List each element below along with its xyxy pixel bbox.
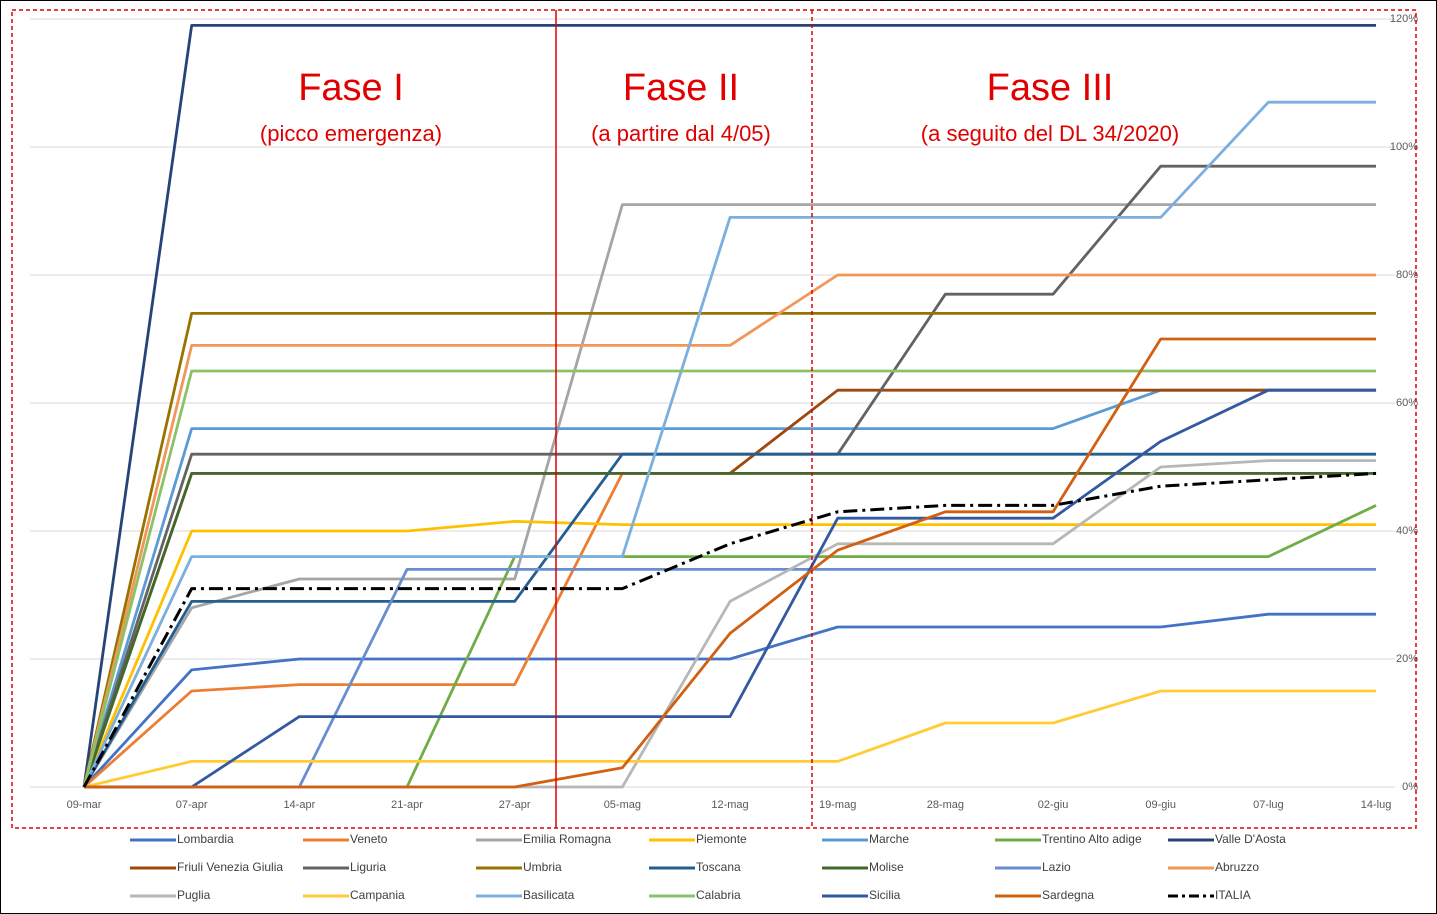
legend-label: Piemonte: [696, 832, 747, 846]
series-line: [82, 388, 1377, 788]
legend-label: Valle D'Aosta: [1215, 832, 1286, 846]
series-line: [82, 612, 1377, 788]
series-line: [82, 312, 1377, 788]
legend-label: Sardegna: [1042, 888, 1094, 902]
series-line: [84, 388, 1377, 789]
legend-label: Umbria: [523, 860, 562, 874]
x-tick-label: 14-apr: [283, 799, 315, 811]
legend-label: Emilia Romagna: [523, 832, 611, 846]
series-line: [82, 164, 1377, 788]
legend-label: Marche: [869, 832, 909, 846]
x-tick-label: 09-mar: [67, 799, 102, 811]
legend-label: Calabria: [696, 888, 741, 902]
annotation: Fase III: [987, 67, 1114, 109]
y-tick-label: 80%: [1396, 269, 1418, 281]
y-tick-label: 60%: [1396, 397, 1418, 409]
x-tick-label: 09-giu: [1145, 799, 1176, 811]
x-tick-label: 28-mag: [927, 799, 964, 811]
x-tick-label: 27-apr: [499, 799, 531, 811]
x-tick-label: 12-mag: [711, 799, 748, 811]
series-line: [82, 452, 1377, 788]
annotation: (a partire dal 4/05): [591, 121, 771, 146]
series-line: [82, 273, 1377, 788]
legend-label: Lombardia: [177, 832, 234, 846]
series-line: [83, 689, 1377, 789]
legend-label: Sicilia: [869, 888, 901, 902]
series-line: [82, 24, 1377, 788]
x-tick-label: 21-apr: [391, 799, 423, 811]
annotation: Fase II: [623, 67, 739, 109]
series-line: [82, 100, 1377, 788]
series-line: [83, 472, 1377, 789]
y-tick-label: 0%: [1402, 781, 1418, 793]
y-tick-label: 20%: [1396, 653, 1418, 665]
legend-label: Veneto: [350, 832, 388, 846]
x-tick-label: 14-lug: [1361, 799, 1392, 811]
series-line: [82, 388, 1377, 788]
legend-label: Lazio: [1042, 860, 1071, 874]
y-tick-label: 120%: [1390, 13, 1418, 25]
phase-box: [11, 9, 1417, 829]
series-line: [84, 337, 1377, 789]
series-line: [84, 504, 1377, 789]
annotation: Fase I: [298, 67, 404, 109]
legend-label: Puglia: [177, 888, 211, 902]
series-line: [82, 369, 1377, 788]
plot-area: 0% 20% 40% 60% 80% 100% 120% 09-mar 07-apr 14-apr…: [30, 13, 1418, 811]
annotation: (picco emergenza): [260, 121, 442, 146]
legend-label: Abruzzo: [1215, 860, 1259, 874]
x-tick-label: 02-giu: [1038, 799, 1069, 811]
y-tick-label: 100%: [1390, 141, 1418, 153]
legend-label: Toscana: [696, 860, 741, 874]
x-tick-label: 05-mag: [604, 799, 641, 811]
series-line: [82, 472, 1377, 788]
series-line: [82, 203, 1377, 788]
legend-label: Liguria: [350, 860, 386, 874]
y-tick-label: 40%: [1396, 525, 1418, 537]
legend-label: Trentino Alto adige: [1042, 832, 1142, 846]
legend-label: Campania: [350, 888, 405, 902]
x-tick-label: 07-lug: [1253, 799, 1284, 811]
series-line: [82, 471, 1377, 788]
legend-label: Molise: [869, 860, 904, 874]
legend-label: Friuli Venezia Giulia: [177, 860, 283, 874]
series-line: [82, 520, 1377, 788]
legend-label: ITALIA: [1215, 888, 1251, 902]
x-tick-label: 07-apr: [176, 799, 208, 811]
x-tick-label: 19-mag: [819, 799, 856, 811]
legend-label: Basilicata: [523, 888, 575, 902]
annotation: (a seguito del DL 34/2020): [921, 121, 1179, 146]
